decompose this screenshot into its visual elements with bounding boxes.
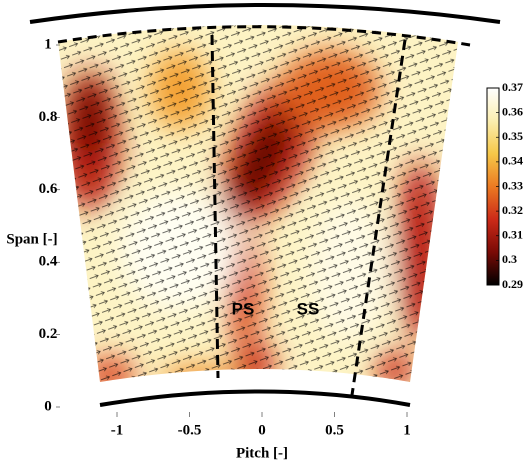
x-tick-label: -1	[111, 422, 124, 438]
casing-top	[30, 5, 500, 22]
contour-field	[40, 0, 480, 400]
x-tick-label: 1	[403, 422, 411, 438]
x-tick-label: 0.5	[325, 422, 344, 438]
y-tick-label: 0	[44, 398, 52, 414]
y-axis-label: Span [-]	[6, 231, 57, 247]
x-tick-label: -0.5	[178, 422, 202, 438]
colorbar-tick-label: 0.31	[502, 228, 523, 242]
x-axis-label: Pitch [-]	[236, 445, 288, 461]
y-tick-label: 0.6	[39, 181, 58, 197]
colorbar-tick-label: 0.33	[502, 178, 523, 192]
hub	[100, 392, 410, 406]
colorbar-tick-label: 0.32	[502, 203, 523, 217]
colorbar-tick-label: 0.37	[502, 80, 523, 94]
annotation: SS	[297, 299, 320, 318]
chart: Span [-] Pitch [-] PS SS 0 0.2 0.4 0.6 0.8 1 -…	[0, 0, 529, 466]
x-tick-label: 0	[258, 422, 266, 438]
colorbar-tick-label: 0.34	[502, 154, 523, 168]
colorbar-tick-label: 0.3	[502, 252, 517, 266]
y-tick-label: 0.8	[39, 109, 58, 125]
colorbar-tick-label: 0.36	[502, 104, 523, 118]
y-tick-label: 0.2	[39, 326, 58, 342]
colorbar-tick-label: 0.29	[502, 277, 523, 291]
y-tick-label: 0.4	[39, 254, 58, 270]
y-tick-label: 1	[44, 36, 52, 52]
colorbar-tick-label: 0.35	[502, 129, 523, 143]
annotation: PS	[232, 299, 255, 318]
